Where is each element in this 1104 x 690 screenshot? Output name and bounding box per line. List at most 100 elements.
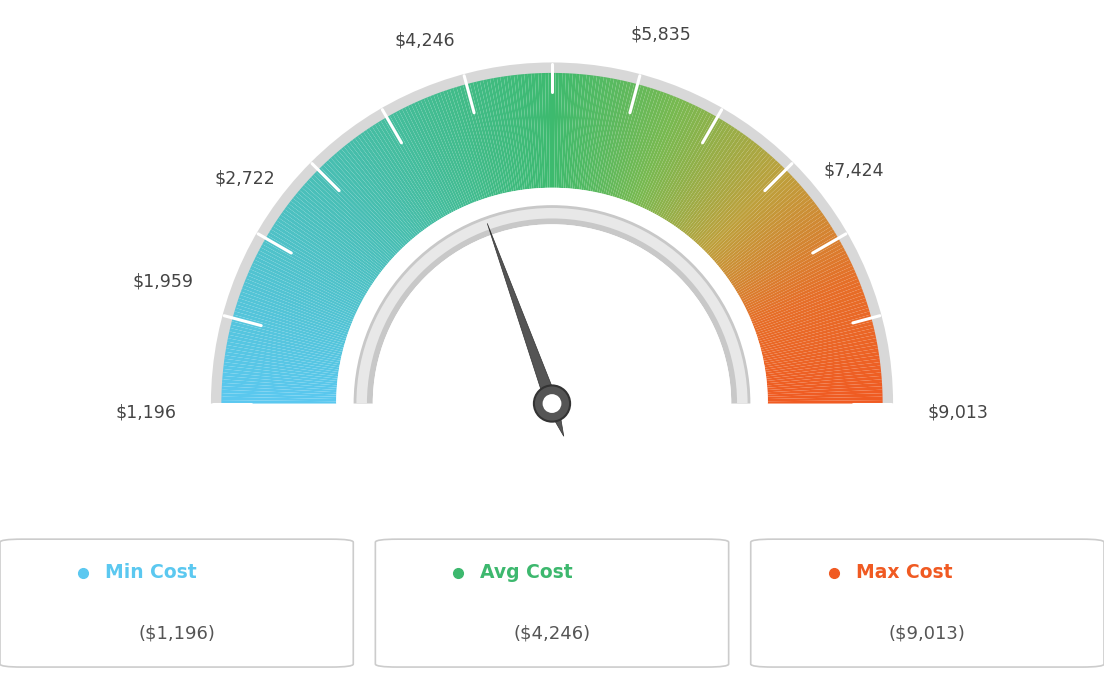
Wedge shape — [309, 177, 395, 257]
Text: $4,246: $4,246 — [394, 32, 455, 50]
Wedge shape — [226, 345, 340, 368]
Wedge shape — [764, 338, 877, 363]
Wedge shape — [595, 79, 620, 193]
Wedge shape — [253, 259, 358, 312]
Wedge shape — [414, 101, 465, 207]
Wedge shape — [684, 142, 757, 235]
Wedge shape — [497, 77, 518, 190]
Wedge shape — [661, 119, 723, 219]
Wedge shape — [339, 149, 414, 239]
Wedge shape — [295, 193, 385, 268]
Wedge shape — [521, 74, 534, 188]
Wedge shape — [266, 235, 367, 295]
Wedge shape — [673, 130, 741, 226]
Wedge shape — [318, 167, 401, 251]
Wedge shape — [753, 282, 861, 326]
Wedge shape — [222, 400, 337, 404]
Wedge shape — [477, 81, 505, 193]
Wedge shape — [466, 83, 498, 195]
Wedge shape — [444, 90, 484, 200]
Wedge shape — [691, 151, 768, 240]
Wedge shape — [641, 103, 693, 208]
Wedge shape — [222, 393, 337, 399]
Wedge shape — [446, 89, 486, 199]
Wedge shape — [686, 144, 760, 236]
Text: ($1,196): ($1,196) — [138, 624, 215, 642]
Text: $1,196: $1,196 — [115, 404, 177, 422]
Wedge shape — [729, 215, 826, 282]
Wedge shape — [386, 115, 446, 217]
Wedge shape — [765, 348, 879, 370]
Wedge shape — [563, 73, 573, 188]
Wedge shape — [459, 85, 493, 197]
Wedge shape — [269, 229, 369, 292]
Wedge shape — [306, 179, 393, 259]
Wedge shape — [704, 170, 788, 253]
Wedge shape — [326, 160, 406, 246]
Text: Max Cost: Max Cost — [856, 563, 952, 582]
Wedge shape — [493, 77, 516, 191]
Wedge shape — [474, 81, 502, 194]
Wedge shape — [381, 119, 443, 219]
Wedge shape — [297, 190, 388, 266]
Wedge shape — [234, 308, 346, 344]
Text: $1,959: $1,959 — [132, 272, 193, 290]
Wedge shape — [384, 117, 444, 218]
Wedge shape — [261, 244, 363, 302]
Wedge shape — [275, 221, 372, 286]
Wedge shape — [629, 95, 673, 203]
Wedge shape — [518, 75, 532, 189]
Wedge shape — [542, 73, 548, 188]
Wedge shape — [574, 75, 590, 189]
Wedge shape — [565, 74, 576, 188]
Wedge shape — [507, 75, 526, 190]
Wedge shape — [736, 233, 837, 294]
Wedge shape — [231, 322, 343, 352]
FancyBboxPatch shape — [375, 539, 729, 667]
Wedge shape — [440, 91, 481, 201]
Text: Min Cost: Min Cost — [105, 563, 197, 582]
Wedge shape — [760, 315, 871, 348]
Wedge shape — [750, 273, 857, 320]
Wedge shape — [347, 142, 420, 235]
Wedge shape — [586, 77, 607, 190]
Wedge shape — [222, 386, 337, 395]
Wedge shape — [750, 269, 856, 318]
Wedge shape — [625, 92, 667, 201]
Wedge shape — [437, 92, 479, 201]
Wedge shape — [725, 206, 819, 277]
Wedge shape — [671, 128, 737, 225]
Wedge shape — [744, 253, 848, 308]
Wedge shape — [716, 190, 807, 266]
Wedge shape — [721, 198, 814, 271]
Wedge shape — [703, 167, 786, 251]
Wedge shape — [732, 221, 829, 286]
Wedge shape — [538, 73, 545, 188]
Wedge shape — [225, 348, 339, 370]
Wedge shape — [756, 298, 867, 337]
Wedge shape — [656, 114, 714, 215]
Wedge shape — [766, 366, 881, 381]
Wedge shape — [722, 201, 816, 273]
Wedge shape — [708, 175, 793, 256]
Wedge shape — [761, 318, 872, 350]
Wedge shape — [245, 279, 352, 324]
Wedge shape — [390, 114, 448, 215]
Wedge shape — [654, 112, 711, 215]
Wedge shape — [225, 352, 339, 372]
Wedge shape — [510, 75, 528, 190]
Wedge shape — [229, 331, 341, 359]
Wedge shape — [763, 331, 875, 359]
Wedge shape — [320, 165, 403, 249]
Wedge shape — [751, 275, 858, 322]
Wedge shape — [375, 123, 438, 221]
Wedge shape — [720, 195, 811, 270]
Wedge shape — [614, 87, 651, 197]
Wedge shape — [604, 82, 634, 195]
Wedge shape — [227, 338, 340, 363]
Wedge shape — [230, 328, 342, 357]
Wedge shape — [709, 177, 795, 257]
Wedge shape — [761, 322, 873, 352]
Wedge shape — [393, 112, 450, 215]
Wedge shape — [623, 91, 664, 201]
